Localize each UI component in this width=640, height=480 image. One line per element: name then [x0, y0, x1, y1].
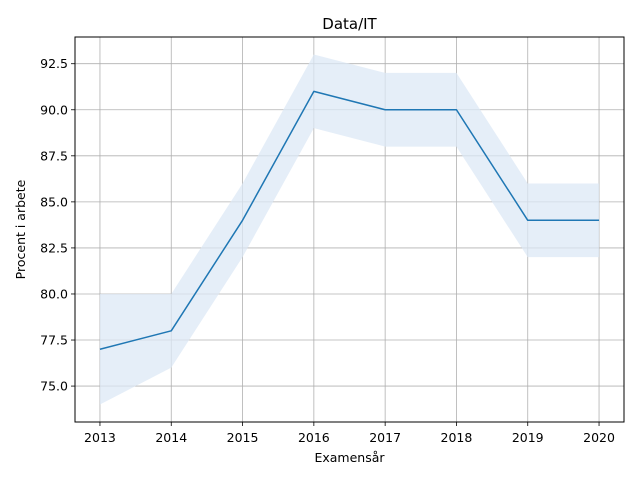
y-tick-label: 85.0 [40, 194, 68, 209]
confidence-band [99, 54, 600, 405]
x-tick-label: 2020 [583, 430, 615, 445]
y-tick-label: 80.0 [40, 286, 68, 301]
y-tick-label: 77.5 [40, 333, 68, 348]
plot-frame [74, 36, 625, 423]
x-tick-label: 2016 [298, 430, 330, 445]
y-axis-label: Procent i arbete [13, 179, 28, 279]
x-tick-label: 2018 [441, 430, 473, 445]
x-tick-label: 2013 [84, 430, 116, 445]
y-tick-label: 82.5 [40, 240, 68, 255]
x-tick-label: 2015 [227, 430, 259, 445]
series-line [99, 90, 600, 350]
x-tick-label: 2014 [155, 430, 187, 445]
y-axis-ticks: 75.0 77.5 80.0 82.5 85.0 87.5 90.0 92.5 [40, 56, 75, 394]
chart-title: Data/IT [322, 15, 377, 33]
y-tick-label: 92.5 [40, 56, 68, 71]
series-line-layer [99, 90, 600, 350]
y-tick-label: 87.5 [40, 148, 68, 163]
y-tick-label: 75.0 [40, 379, 68, 394]
confidence-band-layer [99, 54, 600, 405]
x-tick-label: 2017 [369, 430, 401, 445]
x-tick-label: 2019 [512, 430, 544, 445]
x-axis-label: Examensår [314, 450, 385, 465]
y-tick-label: 90.0 [40, 102, 68, 117]
x-axis-ticks: 2013 2014 2015 2016 2017 2018 2019 2020 [84, 422, 615, 445]
